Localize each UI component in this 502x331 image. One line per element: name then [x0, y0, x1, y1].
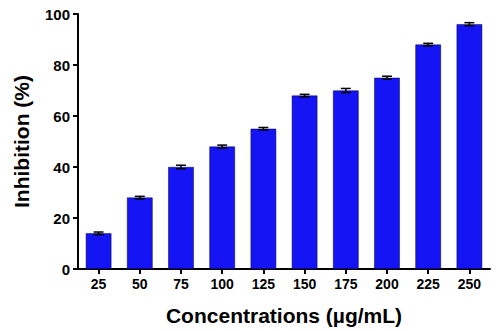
- svg-text:250: 250: [458, 276, 482, 292]
- svg-text:100: 100: [45, 6, 70, 23]
- svg-text:80: 80: [53, 57, 70, 74]
- svg-text:125: 125: [252, 276, 276, 292]
- svg-text:60: 60: [53, 108, 70, 125]
- svg-text:50: 50: [132, 276, 148, 292]
- svg-text:Inhibition (%): Inhibition (%): [10, 75, 33, 208]
- svg-text:75: 75: [173, 276, 189, 292]
- svg-text:175: 175: [334, 276, 358, 292]
- svg-text:150: 150: [293, 276, 317, 292]
- svg-text:25: 25: [91, 276, 107, 292]
- svg-text:100: 100: [211, 276, 235, 292]
- svg-text:0: 0: [62, 261, 70, 278]
- svg-text:200: 200: [375, 276, 399, 292]
- svg-text:225: 225: [417, 276, 441, 292]
- svg-text:20: 20: [53, 210, 70, 227]
- svg-text:Concentrations (µg/mL): Concentrations (µg/mL): [166, 304, 402, 327]
- svg-text:40: 40: [53, 159, 70, 176]
